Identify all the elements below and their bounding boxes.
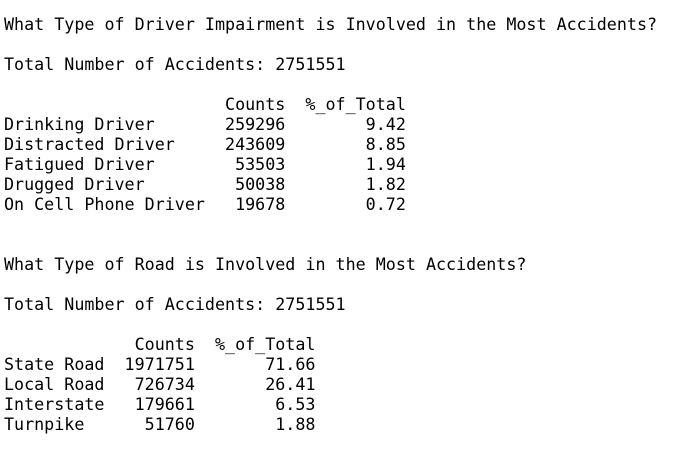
table-row: Fatigued Driver 53503 1.94 xyxy=(4,154,406,174)
table-row: Drugged Driver 50038 1.82 xyxy=(4,174,406,194)
section1-total: Total Number of Accidents: 2751551 xyxy=(4,54,346,74)
table-row: State Road 1971751 71.66 xyxy=(4,354,316,374)
table-row: Distracted Driver 243609 8.85 xyxy=(4,134,406,154)
section1-question: What Type of Driver Impairment is Involv… xyxy=(4,14,658,34)
table-row: Turnpike 51760 1.88 xyxy=(4,414,316,434)
table-row: Interstate 179661 6.53 xyxy=(4,394,316,414)
table-row: Drinking Driver 259296 9.42 xyxy=(4,114,406,134)
section2-total: Total Number of Accidents: 2751551 xyxy=(4,294,346,314)
section2-question: What Type of Road is Involved in the Mos… xyxy=(4,254,527,274)
table-header: Counts %_of_Total xyxy=(4,94,406,114)
table-header: Counts %_of_Total xyxy=(4,334,316,354)
table-row: Local Road 726734 26.41 xyxy=(4,374,316,394)
table-row: On Cell Phone Driver 19678 0.72 xyxy=(4,194,406,214)
